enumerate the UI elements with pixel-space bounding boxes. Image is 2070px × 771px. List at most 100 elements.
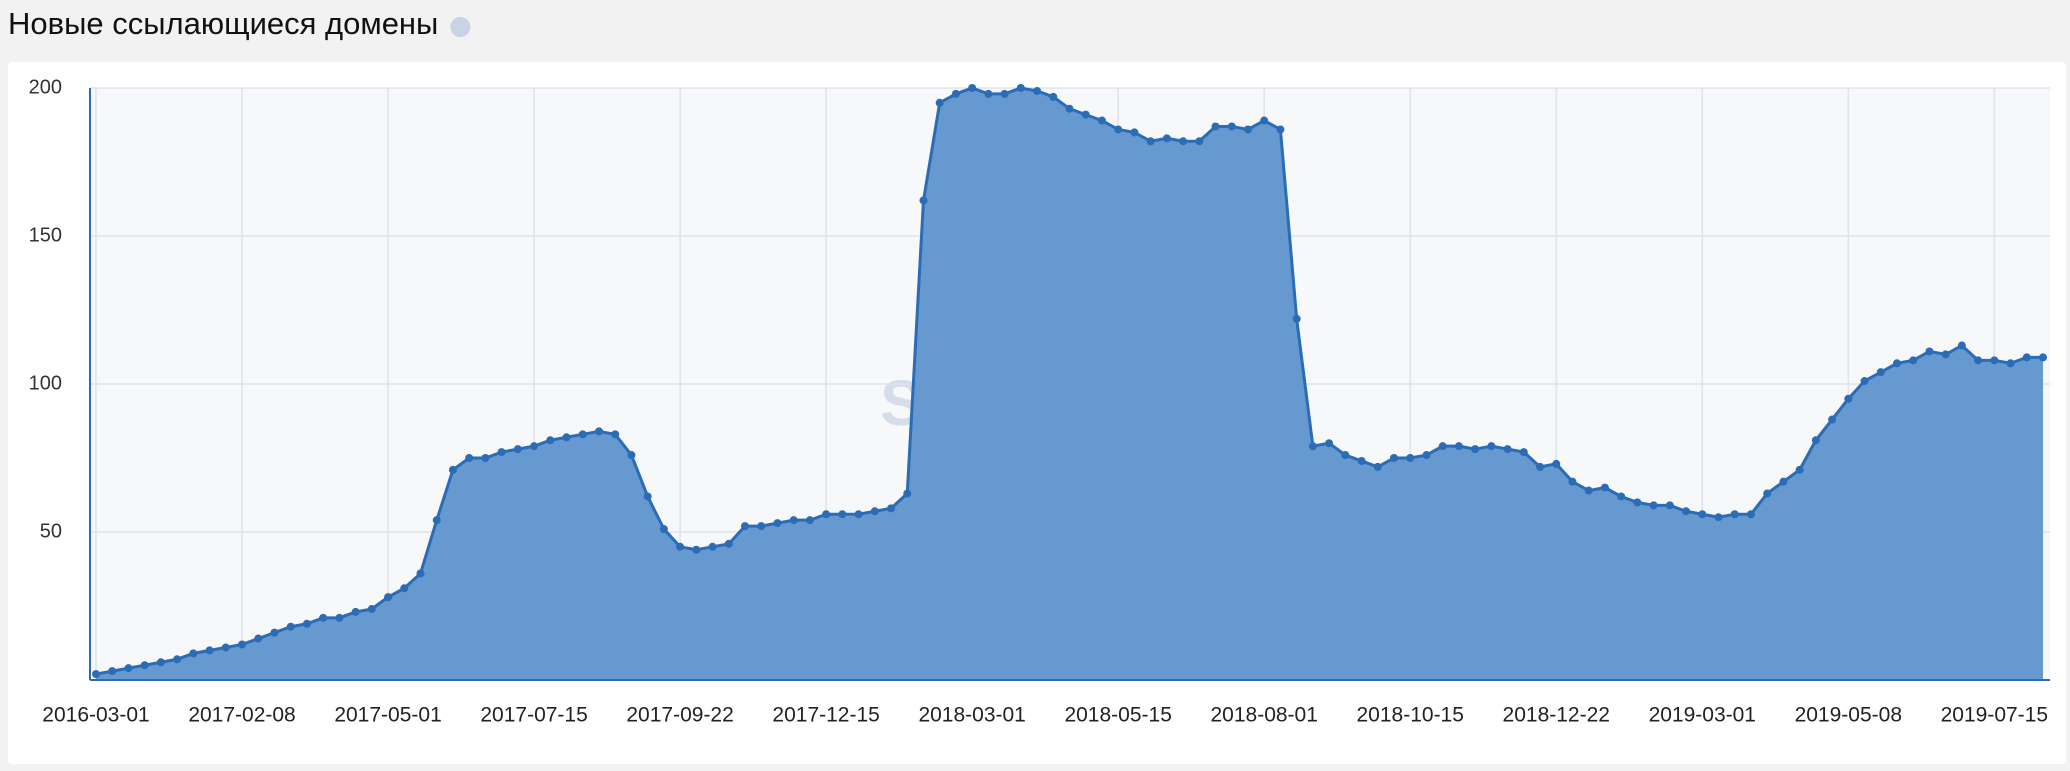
point bbox=[221, 643, 230, 652]
point bbox=[562, 433, 571, 442]
point bbox=[935, 98, 944, 107]
point bbox=[1114, 125, 1123, 134]
point bbox=[1097, 116, 1106, 125]
point bbox=[173, 655, 182, 664]
point bbox=[2039, 353, 2047, 362]
point bbox=[1390, 454, 1398, 462]
point bbox=[1990, 356, 1999, 365]
point bbox=[611, 430, 620, 439]
point bbox=[1568, 477, 1577, 486]
point bbox=[156, 658, 165, 667]
point bbox=[92, 670, 100, 679]
point bbox=[1779, 477, 1788, 486]
y-tick-label: 100 bbox=[29, 372, 62, 394]
point bbox=[1698, 510, 1707, 519]
x-tick-label: 2019-07-15 bbox=[1941, 704, 2048, 727]
point bbox=[951, 89, 960, 98]
point bbox=[708, 542, 717, 551]
point bbox=[1746, 510, 1755, 519]
x-tick-label: 2017-12-15 bbox=[772, 704, 879, 727]
point bbox=[1016, 84, 1025, 92]
point bbox=[1682, 507, 1691, 516]
point bbox=[1373, 462, 1382, 471]
point bbox=[1600, 483, 1609, 492]
point bbox=[384, 593, 393, 602]
point bbox=[1909, 356, 1918, 365]
point bbox=[1276, 125, 1285, 134]
point bbox=[1892, 359, 1901, 368]
point bbox=[692, 545, 701, 554]
point bbox=[1325, 439, 1334, 448]
point bbox=[1081, 110, 1090, 119]
point bbox=[594, 427, 603, 436]
area bbox=[96, 88, 2043, 680]
point bbox=[1811, 436, 1820, 445]
y-tick-label: 200 bbox=[29, 76, 62, 98]
point bbox=[854, 510, 863, 519]
point bbox=[903, 489, 912, 498]
point bbox=[757, 522, 766, 531]
point bbox=[1487, 442, 1496, 451]
point bbox=[1828, 415, 1837, 424]
point bbox=[578, 430, 587, 439]
x-tick-label: 2017-02-08 bbox=[188, 704, 295, 727]
point bbox=[513, 445, 522, 454]
point bbox=[1227, 122, 1236, 131]
point bbox=[1730, 510, 1739, 519]
point bbox=[1633, 498, 1642, 507]
point bbox=[805, 516, 814, 525]
point bbox=[400, 584, 409, 593]
point bbox=[1974, 356, 1983, 365]
point bbox=[1454, 442, 1463, 451]
point bbox=[789, 516, 798, 525]
point bbox=[189, 649, 198, 658]
x-tick-label: 2017-07-15 bbox=[480, 704, 587, 727]
point bbox=[448, 465, 457, 474]
point bbox=[1665, 501, 1674, 510]
point bbox=[1503, 445, 1512, 454]
point bbox=[1552, 459, 1561, 468]
point bbox=[2022, 353, 2031, 362]
point bbox=[822, 510, 831, 519]
point bbox=[1065, 104, 1074, 113]
point bbox=[108, 667, 117, 676]
point bbox=[1519, 448, 1528, 457]
y-tick-label: 50 bbox=[40, 520, 62, 542]
point bbox=[1033, 86, 1042, 95]
point bbox=[870, 507, 879, 516]
point bbox=[887, 504, 896, 513]
x-tick-label: 2017-09-22 bbox=[626, 704, 733, 727]
point bbox=[1195, 137, 1204, 146]
point bbox=[546, 436, 555, 445]
point bbox=[432, 516, 441, 525]
x-tick-label: 2018-03-01 bbox=[918, 704, 1025, 727]
point bbox=[1471, 445, 1480, 454]
point bbox=[124, 664, 133, 673]
point bbox=[1049, 92, 1058, 101]
point bbox=[773, 519, 782, 528]
point bbox=[1000, 89, 1009, 98]
point bbox=[659, 525, 668, 534]
point bbox=[1860, 377, 1869, 386]
point bbox=[1243, 125, 1252, 134]
point bbox=[919, 196, 928, 205]
point bbox=[205, 646, 214, 655]
point bbox=[984, 89, 993, 98]
point bbox=[1795, 465, 1804, 474]
point bbox=[335, 613, 344, 622]
point bbox=[1763, 489, 1772, 498]
x-tick-label: 2018-05-15 bbox=[1064, 704, 1171, 727]
point bbox=[416, 569, 425, 578]
point bbox=[254, 634, 263, 643]
point bbox=[1617, 492, 1626, 501]
info-icon[interactable] bbox=[450, 17, 471, 37]
x-tick-label: 2019-03-01 bbox=[1649, 704, 1756, 727]
point bbox=[1357, 456, 1366, 465]
point bbox=[838, 510, 847, 519]
point bbox=[2006, 359, 2015, 368]
x-tick-label: 2018-08-01 bbox=[1210, 704, 1317, 727]
x-tick-label: 2018-12-22 bbox=[1503, 704, 1610, 727]
point bbox=[1308, 442, 1317, 451]
point bbox=[741, 522, 749, 531]
